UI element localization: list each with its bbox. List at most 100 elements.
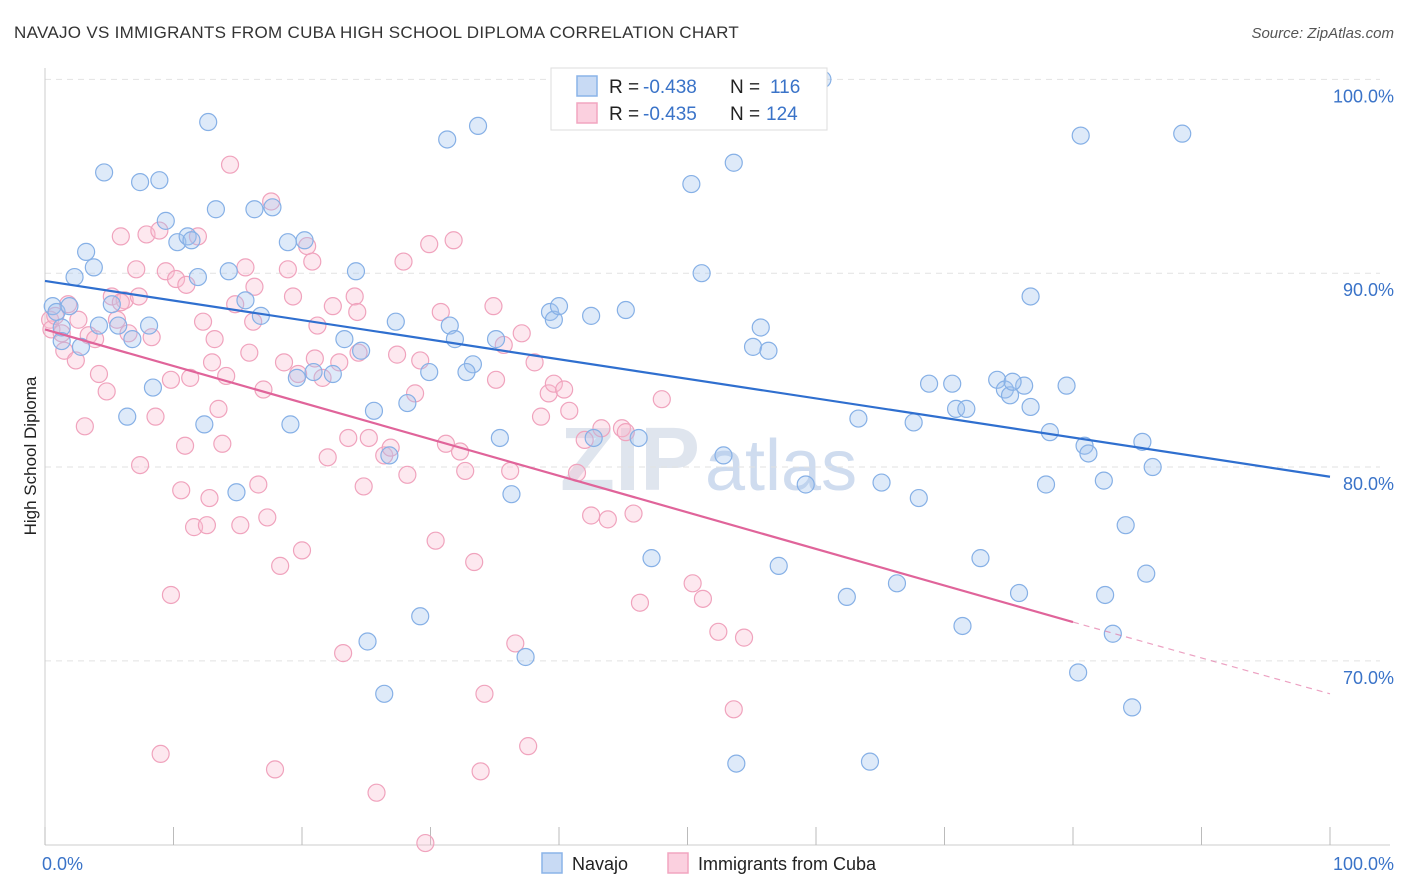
navajo-point-91 bbox=[946, 399, 966, 418]
navajo-point-56 bbox=[486, 330, 506, 349]
navajo-point-37 bbox=[304, 362, 323, 382]
navajo-point-6 bbox=[71, 337, 91, 356]
navajo-point-23 bbox=[188, 267, 208, 287]
cuba-point-92 bbox=[506, 634, 525, 653]
navajo-point-14 bbox=[123, 330, 142, 349]
navajo-point-109 bbox=[1094, 471, 1113, 490]
navajo-point-45 bbox=[380, 446, 399, 465]
navajo-point-87 bbox=[904, 413, 923, 432]
navajo-point-108 bbox=[1079, 444, 1098, 463]
cuba-point-8 bbox=[75, 417, 94, 436]
cuba-point-80 bbox=[426, 531, 445, 550]
axes bbox=[44, 68, 1390, 846]
cuba-point-15 bbox=[111, 227, 130, 246]
navajo-point-39 bbox=[335, 330, 354, 349]
bottom-legend: Navajo Immigrants from Cuba bbox=[541, 852, 877, 874]
navajo-point-73 bbox=[714, 446, 733, 465]
navajo-point-12 bbox=[109, 316, 128, 335]
cuba-point-61 bbox=[318, 448, 337, 467]
cuba-point-30 bbox=[181, 368, 200, 387]
cuba-point-111 bbox=[683, 574, 702, 593]
navajo-point-49 bbox=[420, 362, 439, 382]
navajo-point-76 bbox=[743, 337, 763, 356]
cuba-point-99 bbox=[555, 380, 574, 399]
cuba-point-40 bbox=[220, 155, 240, 174]
navajo-point-85 bbox=[872, 473, 891, 492]
cuba-point-79 bbox=[420, 235, 439, 254]
navajo-point-30 bbox=[245, 200, 264, 219]
chart-title: NAVAJO VS IMMIGRANTS FROM CUBA HIGH SCHO… bbox=[14, 23, 739, 42]
navajo-point-35 bbox=[287, 368, 306, 387]
navajo-point-66 bbox=[616, 300, 635, 320]
cuba-point-59 bbox=[308, 316, 327, 335]
cuba-trend-line bbox=[44, 328, 1074, 624]
cuba-point-37 bbox=[209, 399, 228, 418]
navajo-point-67 bbox=[629, 428, 648, 448]
navajo-point-74 bbox=[724, 153, 743, 172]
cuba-point-91 bbox=[501, 461, 520, 481]
cuba-point-117 bbox=[202, 353, 222, 372]
cuba-point-103 bbox=[582, 506, 601, 525]
cuba-point-58 bbox=[303, 252, 322, 271]
navajo-point-72 bbox=[692, 264, 711, 283]
navajo-point-103 bbox=[1036, 475, 1056, 494]
cuba-point-60 bbox=[313, 368, 332, 387]
navajo-point-64 bbox=[584, 428, 603, 448]
y-tick-label-2: 80.0% bbox=[1343, 474, 1394, 494]
cuba-point-72 bbox=[381, 438, 400, 457]
navajo-point-105 bbox=[1057, 376, 1076, 395]
trend-lines bbox=[44, 279, 1331, 695]
cuba-point-83 bbox=[444, 231, 463, 250]
navajo-point-19 bbox=[156, 211, 175, 230]
cuba-point-95 bbox=[525, 353, 544, 372]
cuba-point-114 bbox=[724, 700, 743, 719]
cuba-point-38 bbox=[213, 434, 232, 453]
navajo-point-106 bbox=[1069, 663, 1088, 682]
cuba-point-102 bbox=[575, 430, 594, 450]
navajo-point-32 bbox=[263, 198, 282, 217]
navajo-point-36 bbox=[295, 231, 314, 250]
navajo-point-10 bbox=[95, 163, 114, 182]
navajo-point-48 bbox=[411, 607, 430, 626]
cuba-point-109 bbox=[630, 593, 650, 612]
navajo-point-51 bbox=[440, 316, 459, 335]
navajo-point-16 bbox=[139, 316, 159, 335]
legend-cuba-n-value: 124 bbox=[766, 104, 798, 125]
cuba-point-89 bbox=[486, 370, 506, 389]
cuba-point-46 bbox=[249, 475, 268, 494]
navajo-point-44 bbox=[375, 684, 394, 703]
navajo-point-18 bbox=[150, 171, 169, 190]
navajo-point-101 bbox=[1021, 397, 1040, 417]
cuba-point-96 bbox=[531, 407, 551, 426]
cuba-point-104 bbox=[592, 419, 611, 438]
cuba-point-124 bbox=[484, 297, 503, 316]
navajo-trend-line bbox=[44, 279, 1331, 478]
cuba-point-87 bbox=[471, 762, 490, 781]
cuba-trend-line-extension bbox=[1072, 621, 1331, 695]
cuba-point-105 bbox=[598, 510, 617, 529]
cuba-point-93 bbox=[512, 324, 531, 343]
cuba-point-81 bbox=[431, 302, 450, 322]
cuba-point-73 bbox=[387, 345, 407, 364]
navajo-point-116 bbox=[1143, 457, 1162, 477]
navajo-point-43 bbox=[364, 401, 384, 420]
legend-box: R = -0.438 N = 116 R = -0.435 N = 124 bbox=[550, 67, 828, 131]
cuba-point-29 bbox=[175, 436, 195, 455]
navajo-point-38 bbox=[323, 364, 342, 384]
x-tick-label-1: 100.0% bbox=[1333, 854, 1394, 874]
x-tick-label-0: 0.0% bbox=[42, 854, 83, 874]
navajo-point-15 bbox=[130, 173, 150, 192]
navajo-point-68 bbox=[642, 549, 661, 568]
navajo-point-95 bbox=[988, 370, 1007, 389]
navajo-point-118 bbox=[1173, 124, 1192, 143]
legend-swatch-cuba bbox=[576, 102, 598, 124]
navajo-point-88 bbox=[909, 488, 928, 508]
navajo-point-17 bbox=[143, 378, 163, 397]
navajo-point-26 bbox=[206, 200, 226, 219]
bottom-legend-swatch-cuba bbox=[667, 852, 689, 874]
navajo-point-113 bbox=[1123, 698, 1142, 717]
cuba-point-112 bbox=[693, 589, 713, 608]
cuba-point-67 bbox=[349, 343, 368, 362]
cuba-point-50 bbox=[265, 760, 285, 779]
bottom-legend-swatch-navajo bbox=[541, 852, 563, 874]
